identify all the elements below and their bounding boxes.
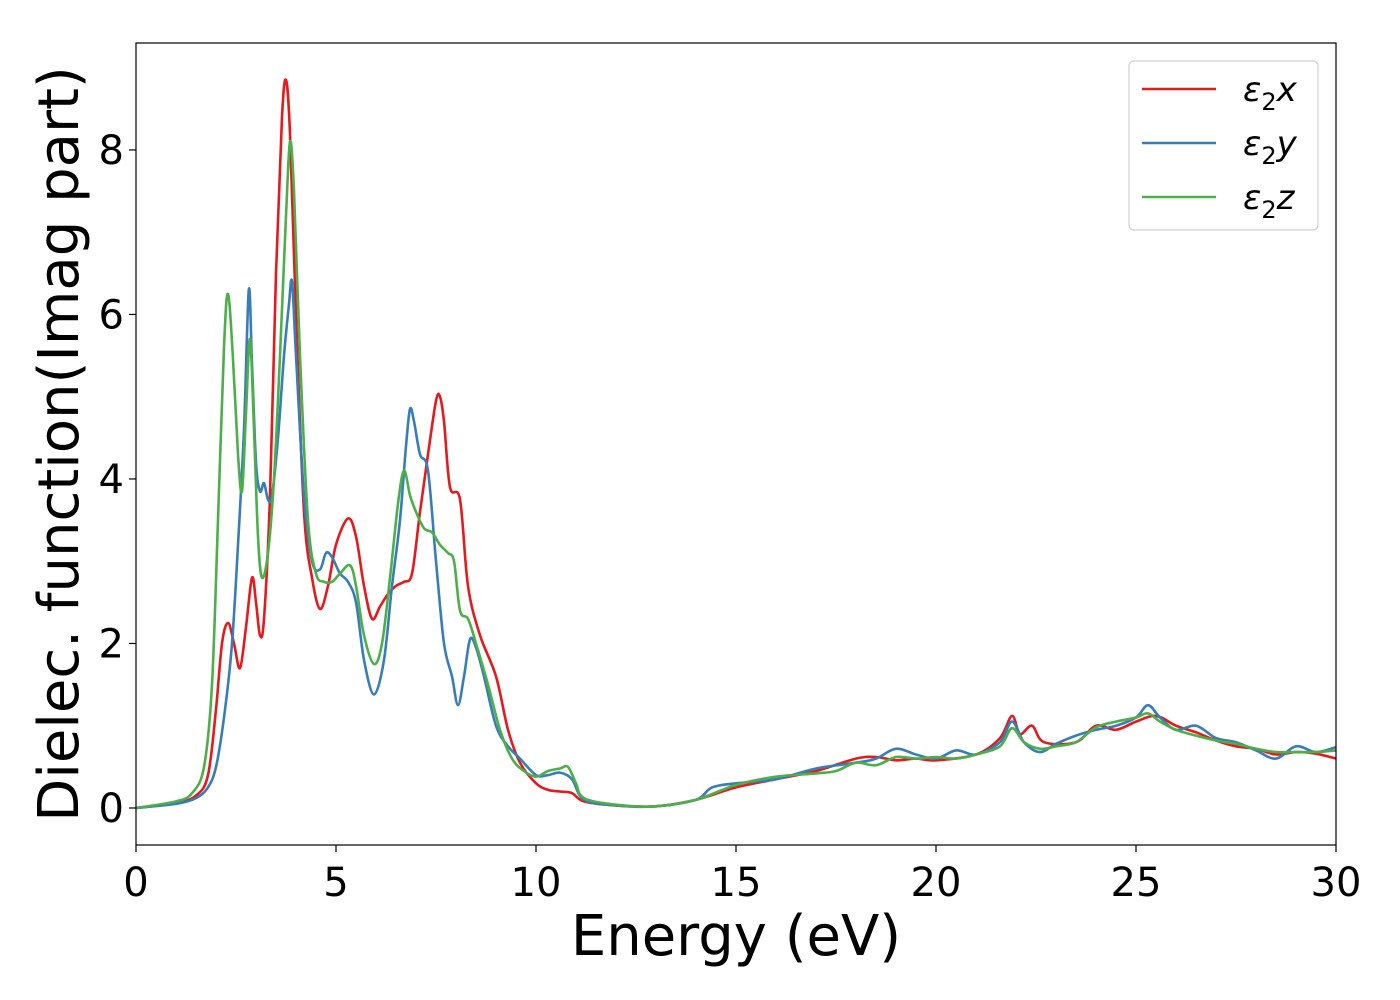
x-tick-label: 30 xyxy=(1311,860,1362,906)
y-tick-label: 8 xyxy=(99,128,124,174)
x-tick-label: 25 xyxy=(1111,860,1162,906)
legend-label-subscript: 2 xyxy=(1261,142,1276,170)
x-tick-label: 10 xyxy=(511,860,562,906)
x-tick-label: 20 xyxy=(911,860,962,906)
series-layer xyxy=(135,78,1337,810)
legend-label-subscript: 2 xyxy=(1261,196,1276,224)
legend-label-suffix: y xyxy=(1276,124,1298,164)
y-tick-label: 0 xyxy=(99,786,124,832)
y-axis-label: Dielec. function(Imag part) xyxy=(27,66,92,822)
y-tick-label: 4 xyxy=(99,457,124,503)
x-tick-label: 5 xyxy=(323,860,348,906)
legend-box xyxy=(1128,60,1319,231)
series-line-y xyxy=(135,278,1337,810)
x-tick-label: 15 xyxy=(711,860,762,906)
legend-label: ε2y xyxy=(1243,124,1298,170)
legend-label: ε2x xyxy=(1243,70,1298,116)
series-line-z xyxy=(135,139,1337,810)
legend-label-base: ε xyxy=(1243,70,1261,110)
legend-label: ε2z xyxy=(1243,178,1296,224)
y-tick-label: 6 xyxy=(99,292,124,338)
x-axis-ticks: 0 5 10 15 20 25 30 xyxy=(123,845,1361,906)
legend-label-subscript: 2 xyxy=(1261,88,1276,116)
legend-label-suffix: z xyxy=(1276,178,1296,218)
y-tick-label: 2 xyxy=(99,621,124,667)
x-tick-label: 0 xyxy=(123,860,148,906)
legend-label-base: ε xyxy=(1243,124,1261,164)
legend-label-suffix: x xyxy=(1276,70,1298,110)
y-axis-ticks: 0 2 4 6 8 xyxy=(99,128,136,832)
x-axis-label: Energy (eV) xyxy=(571,904,901,969)
legend-label-base: ε xyxy=(1243,178,1261,218)
